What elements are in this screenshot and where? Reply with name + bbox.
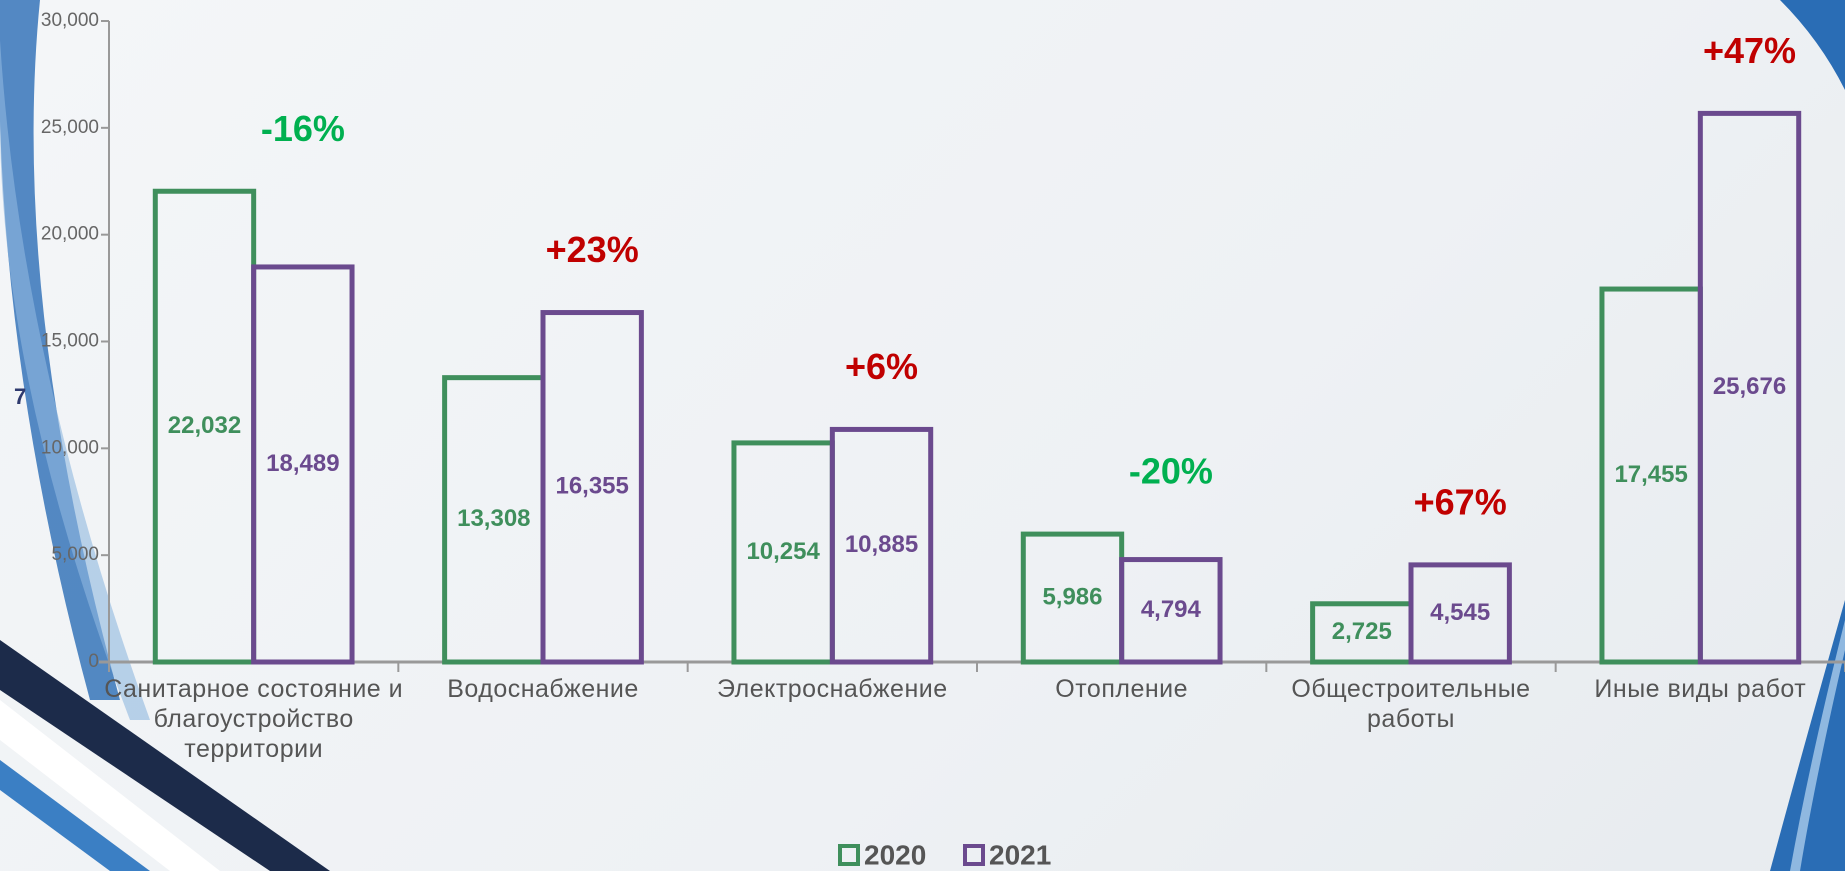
change-annotation: +47% [1703,30,1796,71]
legend-swatch [963,844,985,866]
y-tick-label: 0 [88,651,99,672]
value-label: 10,885 [845,531,918,558]
bar [1119,557,1223,665]
legend-label: 2021 [989,839,1051,870]
change-annotation: -20% [1129,451,1213,492]
y-tick-label: 10,000 [41,437,99,458]
value-label: 4,794 [1141,596,1202,623]
y-tick-label: 20,000 [41,224,99,245]
bar [829,426,934,665]
x-tick-label: Общестроительные работы [1291,675,1531,733]
value-label: 5,986 [1042,583,1102,610]
bar [251,264,355,665]
x-tick-label: Иные виды работ [1594,675,1807,703]
x-tick-label: Отопление [1055,675,1189,703]
y-tick-label: 30,000 [41,10,99,31]
y-tick-label: 5,000 [51,544,99,565]
value-label: 13,308 [457,505,530,532]
y-tick-label: 15,000 [41,331,99,352]
value-label: 2,725 [1332,618,1392,645]
change-annotation: -16% [261,108,345,149]
change-annotation: +6% [845,346,918,387]
legend-label: 2020 [864,839,926,870]
change-annotation: +67% [1414,481,1507,522]
y-tick-label: 25,000 [41,117,99,138]
bar [1697,110,1802,665]
change-annotation: +23% [546,229,639,270]
value-label: 10,254 [746,538,820,565]
slide-number: 7 [14,384,26,409]
value-label: 4,545 [1430,599,1490,626]
x-tick-label: Водоснабжение [447,675,639,703]
bar [1408,562,1512,665]
x-tick-label: Электроснабжение [716,675,948,703]
value-label: 22,032 [168,412,241,439]
value-label: 25,676 [1713,373,1786,400]
value-label: 17,455 [1614,461,1687,488]
legend-swatch [838,844,860,866]
bar [540,310,644,665]
x-tick-label: Санитарное состояние и благоустройство т… [104,675,404,763]
value-label: 18,489 [266,450,339,477]
value-label: 16,355 [555,473,628,500]
